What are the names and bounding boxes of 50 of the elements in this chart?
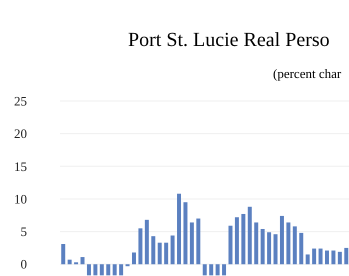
bar [324,250,329,264]
bar [170,236,175,264]
bar [216,264,220,276]
chart-title: Port St. Lucie Real Perso [128,29,330,51]
bar [68,260,72,264]
bar [209,264,214,276]
bar [132,252,136,264]
bar [112,264,117,276]
bar [177,194,182,264]
bar [267,232,272,264]
bar [234,217,239,264]
bar [144,220,149,264]
bar [61,244,66,264]
chart-subtitle: (percent char [273,66,342,81]
bar [286,222,290,264]
bar [318,248,323,264]
bar [228,226,232,264]
y-tick-label: 0 [20,256,27,272]
bar [241,214,246,264]
bar [306,254,310,264]
bar [202,264,207,276]
bar [86,264,91,276]
bar [344,248,348,264]
bar [93,264,98,276]
bar [138,228,142,264]
bar [338,252,342,264]
bar [260,228,265,264]
bar [190,222,194,264]
bar [100,264,104,276]
bar [222,264,226,276]
bar [164,242,168,264]
bar [312,248,316,264]
bar [106,264,110,276]
bar [196,218,200,264]
y-tick-label: 5 [20,224,27,240]
bar [254,222,258,264]
bar [274,234,278,264]
bar [80,257,85,264]
bar [331,250,336,264]
bar [292,226,297,264]
bar [119,264,124,276]
y-tick-label: 15 [14,158,27,174]
bar [158,242,162,264]
bar [248,206,252,264]
y-tick-label: 20 [14,126,27,142]
bar [183,202,188,264]
bar [151,236,156,264]
y-tick-label: 10 [14,191,27,206]
bar [280,216,284,264]
y-tick-label: 25 [14,94,27,108]
